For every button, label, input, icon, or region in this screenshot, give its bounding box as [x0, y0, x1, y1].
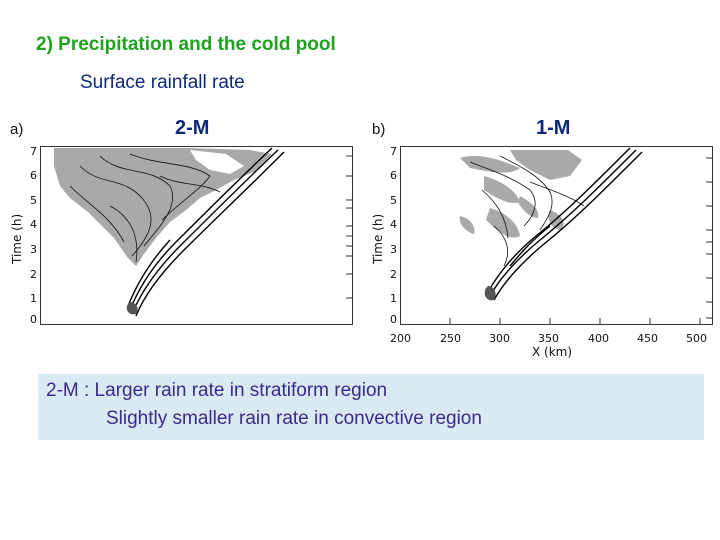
panel-b-xtick: 300 — [489, 332, 510, 345]
panel-b-rainfall-plot — [400, 146, 713, 325]
slide-title: 2) Precipitation and the cold pool — [36, 34, 336, 55]
panel-a-ytick: 5 — [30, 194, 37, 207]
panel-a-right-ticks — [346, 155, 352, 299]
panel-b-right-ticks — [706, 157, 712, 319]
panel-b-ylabel: Time (h) — [371, 213, 385, 264]
panel-a-convective-line — [127, 147, 285, 317]
panel-a-ylabel: Time (h) — [10, 213, 24, 264]
panel-b-xtick: 450 — [637, 332, 658, 345]
panel-a-letter: a) — [10, 121, 24, 138]
panel-b-contours — [469, 155, 585, 267]
panel-a-label: 2-M — [175, 117, 210, 139]
panel-a-contours — [69, 153, 221, 263]
panel-b-convective-line — [487, 147, 643, 301]
panel-a-ytick: 0 — [30, 313, 37, 326]
panel-b-ytick: 1 — [390, 292, 397, 305]
panel-a-rainfall-plot — [40, 146, 353, 325]
panel-b-convective-core — [484, 286, 496, 301]
panel-a-ytick: 6 — [30, 169, 37, 182]
panel-b-bottom-ticks — [400, 318, 701, 324]
panel-a-ytick: 3 — [30, 243, 37, 256]
panel-a-light-patch — [190, 150, 244, 174]
panel-b-ytick: 5 — [390, 194, 397, 207]
panel-b-ytick: 0 — [390, 313, 397, 326]
panel-a-frame — [40, 146, 353, 325]
note-line-convective: Slightly smaller rain rate in convective… — [106, 408, 482, 429]
panel-b-ytick: 2 — [390, 268, 397, 281]
panel-b-ytick: 4 — [390, 218, 397, 231]
panel-a-ytick: 7 — [30, 145, 37, 158]
panel-b-ytick: 6 — [390, 169, 397, 182]
panel-a-convective-core — [126, 302, 138, 315]
slide-subtitle: Surface rainfall rate — [80, 72, 245, 93]
panel-b-xtick: 250 — [440, 332, 461, 345]
panel-b-xtick: 200 — [390, 332, 411, 345]
panel-b-xtick: 500 — [686, 332, 707, 345]
panel-b-xlabel: X (km) — [532, 345, 573, 359]
panel-a-stratiform-region — [54, 148, 272, 266]
panel-a-ytick: 1 — [30, 292, 37, 305]
panel-b-letter: b) — [372, 121, 386, 138]
panel-b-ytick: 3 — [390, 243, 397, 256]
summary-note: 2-M : Larger rain rate in stratiform reg… — [38, 374, 704, 440]
note-line-stratiform: 2-M : Larger rain rate in stratiform reg… — [46, 380, 388, 401]
panel-b-stratiform-region — [459, 150, 582, 238]
panel-b-xtick: 350 — [538, 332, 559, 345]
panel-b-label: 1-M — [536, 117, 571, 139]
panel-a-ytick: 4 — [30, 218, 37, 231]
panel-b-xtick: 400 — [588, 332, 609, 345]
panel-b-ytick: 7 — [390, 145, 397, 158]
panel-a-ytick: 2 — [30, 268, 37, 281]
panel-b-frame — [400, 146, 713, 325]
